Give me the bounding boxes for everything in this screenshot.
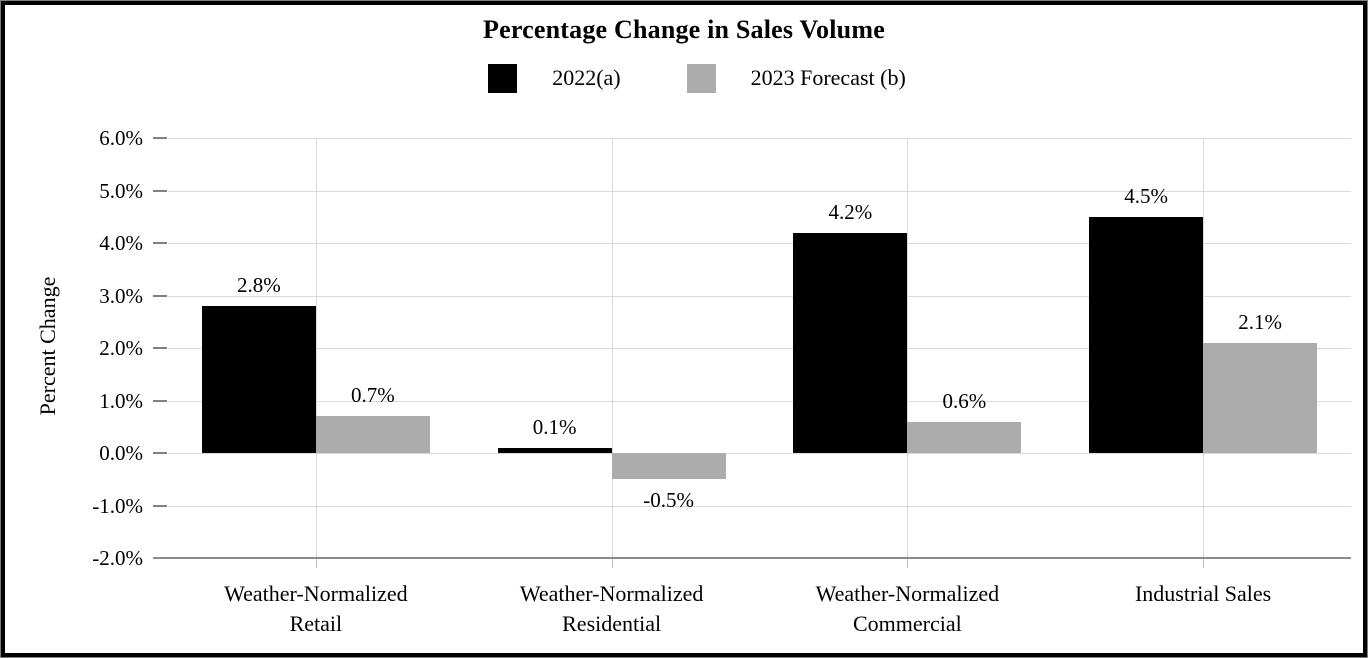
category-label: Weather-Normalized Commercial — [760, 579, 1056, 639]
horizontal-gridline — [168, 453, 1351, 454]
bar-2023-forecast — [1203, 342, 1318, 453]
x-axis-tick — [611, 558, 613, 568]
category-label: Weather-Normalized Retail — [168, 579, 464, 639]
y-axis-tick — [153, 294, 167, 297]
legend: 2022(a) 2023 Forecast (b) — [1, 61, 1367, 95]
y-tick-label: 5.0% — [99, 178, 143, 203]
bar-2023-forecast — [907, 421, 1022, 453]
data-label: 0.6% — [942, 388, 987, 413]
legend-swatch-icon — [488, 63, 518, 93]
bar-2023-forecast — [315, 416, 430, 453]
x-axis-tick — [315, 558, 317, 568]
category-label-line: Weather-Normalized — [815, 581, 1000, 606]
legend-item-2023-forecast: 2023 Forecast (b) — [686, 63, 906, 93]
horizontal-gridline — [168, 295, 1351, 297]
y-tick-label: 6.0% — [99, 126, 143, 150]
x-axis-tick — [1203, 558, 1205, 568]
legend-item-2022: 2022(a) — [488, 63, 621, 93]
y-tick-label: 3.0% — [99, 283, 143, 308]
x-axis-line — [153, 557, 1351, 559]
category-label-line: Retail — [289, 611, 343, 636]
data-label: -0.5% — [643, 488, 694, 513]
y-tick-label: 1.0% — [99, 388, 143, 413]
data-label: 2.8% — [237, 273, 281, 297]
category-label-line: Industrial Sales — [1134, 581, 1272, 606]
y-axis-tick — [153, 189, 167, 192]
y-axis-tick — [153, 242, 167, 244]
y-tick-label: -1.0% — [92, 493, 143, 518]
data-label: 0.1% — [532, 414, 577, 439]
y-axis-tick — [153, 137, 167, 139]
horizontal-gridline — [168, 243, 1351, 244]
x-axis-tick — [907, 558, 909, 568]
horizontal-gridline — [168, 138, 1351, 139]
bar-2022 — [497, 447, 612, 453]
y-tick-label: 2.0% — [99, 336, 143, 360]
data-label: 4.2% — [828, 199, 873, 224]
y-tick-label: 0.0% — [99, 441, 143, 465]
y-tick-label: -2.0% — [92, 546, 143, 570]
bar-2022 — [201, 306, 316, 453]
bar-2022 — [793, 232, 908, 453]
bar-2022 — [1089, 216, 1204, 453]
horizontal-gridline — [168, 400, 1351, 402]
y-axis-tick — [153, 399, 167, 402]
chart-title: Percentage Change in Sales Volume — [483, 15, 885, 44]
category-label: Industrial Sales — [1055, 579, 1351, 609]
y-axis-tick — [153, 452, 167, 454]
horizontal-gridline — [168, 348, 1351, 349]
category-label-line: Weather-Normalized — [224, 581, 408, 606]
horizontal-gridline — [168, 505, 1351, 507]
legend-label: 2023 Forecast (b) — [750, 65, 906, 90]
horizontal-gridline — [168, 190, 1351, 192]
category-label-line: Commercial — [853, 611, 962, 636]
y-axis-tick — [153, 347, 167, 349]
category-label-line: Residential — [562, 611, 662, 636]
data-label: 4.5% — [1124, 183, 1168, 208]
category-label-line: Weather-Normalized — [519, 581, 704, 606]
legend-swatch-icon — [686, 63, 716, 93]
bar-2023-forecast — [611, 453, 726, 480]
y-axis-tick — [153, 504, 167, 507]
data-label: 2.1% — [1238, 309, 1282, 334]
category-label: Weather-Normalized Residential — [464, 579, 760, 639]
data-label: 0.7% — [351, 383, 395, 408]
legend-label: 2022(a) — [552, 65, 621, 90]
y-tick-label: 4.0% — [99, 231, 143, 255]
